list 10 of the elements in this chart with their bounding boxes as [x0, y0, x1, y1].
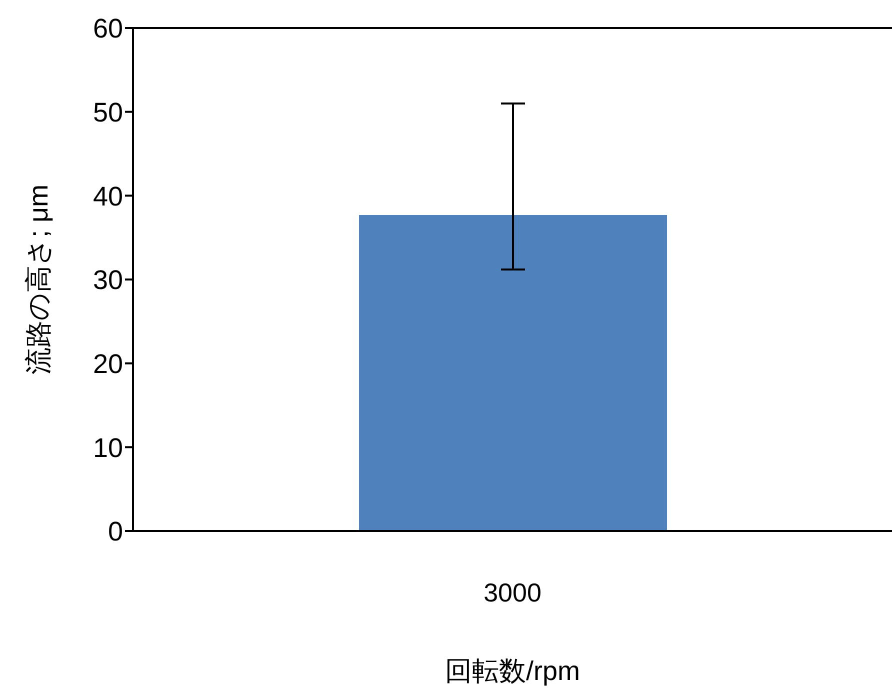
y-tick-label: 0 — [108, 516, 123, 547]
y-tick-label: 10 — [92, 432, 123, 463]
y-tick-label: 20 — [92, 348, 123, 379]
y-tick-label: 60 — [92, 14, 123, 44]
x-tick-label: 3000 — [484, 577, 542, 608]
y-tick-label: 30 — [92, 265, 123, 296]
y-tick-label: 40 — [92, 181, 123, 212]
y-axis-title: 流路の高さ; μm — [24, 184, 54, 375]
x-axis-title: 回転数/rpm — [445, 656, 580, 686]
y-tick-label: 50 — [92, 97, 123, 128]
